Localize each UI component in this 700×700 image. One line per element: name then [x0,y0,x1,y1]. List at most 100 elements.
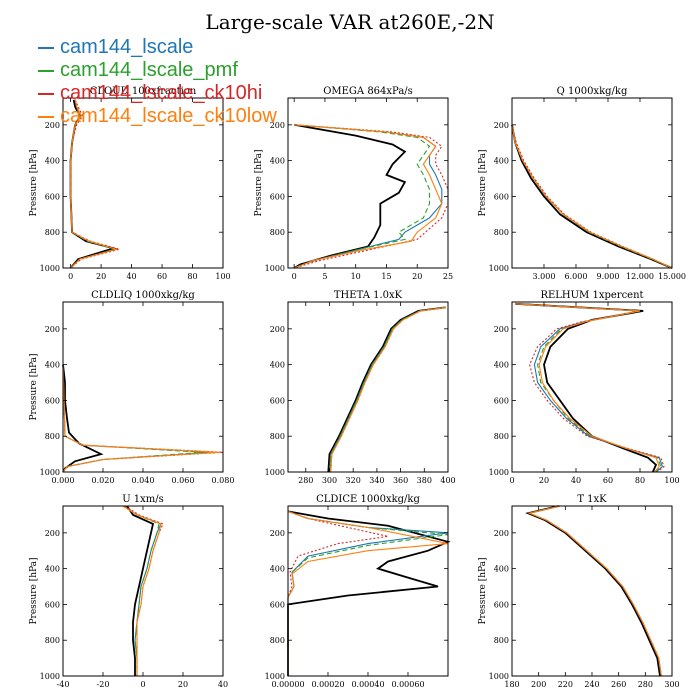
y-tick-label: 1000 [40,264,60,273]
y-axis-label: Pressure [hPa] [29,149,39,216]
y-tick-label: 600 [494,600,509,609]
x-tick-label: 3.000 [533,272,556,281]
legend-item: cam144_lscale_ck10hi [30,82,370,105]
series-line [126,505,155,676]
y-tick-label: 600 [270,192,285,201]
series-line [527,505,662,677]
x-tick-label: 0 [140,680,145,689]
series-line [62,364,214,473]
y-axis-label: Pressure [hPa] [29,353,39,420]
series-line [287,510,389,676]
y-tick-label: 200 [45,121,60,130]
y-axis-label: Pressure [hPa] [29,557,39,624]
panel-frame [62,97,224,269]
y-tick-label: 200 [270,121,285,130]
y-tick-label: 400 [270,157,285,166]
series-line [330,306,446,473]
x-tick-label: 15.000 [658,272,686,281]
x-tick-label: 80 [187,272,197,281]
panel: Q 1000xkg/kg Pressure [hPa] 200 400 600 800 10… [478,86,686,281]
y-axis-label: Pressure [hPa] [478,557,488,624]
y-axis-label: Pressure [hPa] [254,149,264,216]
legend: cam144_lscale cam144_lscale_pmf cam144_l… [30,36,370,128]
x-tick-label: 0.00020 [311,680,344,689]
x-tick-label: 25 [443,272,453,281]
x-tick-label: 280 [638,680,653,689]
x-tick-label: 320 [346,476,361,485]
y-tick-label: 400 [270,361,285,370]
panel: CLDICE 1000xkg/kg 200 400 600 800 10000.00000… [265,494,451,689]
series-line [527,505,662,677]
x-tick-label: 280 [298,476,313,485]
y-tick-label: 600 [45,192,60,201]
x-tick-label: 40 [218,680,228,689]
x-tick-label: 60 [603,476,613,485]
y-tick-label: 800 [45,432,60,441]
panel-title: THETA 1.0xK [334,290,403,301]
x-tick-label: 0 [509,476,514,485]
y-tick-label: 600 [45,396,60,405]
y-tick-label: 200 [45,529,60,538]
series-line [511,124,673,269]
x-tick-label: 10 [351,272,361,281]
series-line [511,124,673,269]
legend-label: cam144_lscale_pmf [60,59,238,81]
x-tick-label: 300 [322,476,337,485]
y-tick-label: 200 [494,121,509,130]
x-tick-label: 260 [611,680,626,689]
panel: THETA 1.0xK 200 400 600 800 1000 280 300 320 340 3… [265,290,456,485]
x-tick-label: 0.020 [92,476,115,485]
y-tick-label: 400 [45,361,60,370]
series-line [527,505,662,677]
y-tick-label: 600 [270,396,285,405]
y-tick-label: 400 [494,361,509,370]
x-tick-label: 40 [571,476,581,485]
series-line [287,510,451,676]
panel-title: Q 1000xkg/kg [557,86,628,97]
x-tick-label: 5 [322,272,327,281]
y-tick-label: 400 [270,565,285,574]
legend-label: cam144_lscale_ck10low [60,105,277,127]
panel-title: CLDICE 1000xkg/kg [316,494,420,505]
x-tick-label: 20 [178,680,188,689]
legend-item: cam144_lscale [30,36,370,59]
y-tick-label: 200 [45,325,60,334]
x-tick-label: 15 [381,272,391,281]
y-tick-label: 800 [45,636,60,645]
x-tick-label: 0.060 [172,476,195,485]
x-tick-label: 180 [504,680,519,689]
x-tick-label: 0.00040 [351,680,384,689]
x-tick-label: 0 [68,272,73,281]
y-tick-label: 400 [494,565,509,574]
x-tick-label: 380 [417,476,432,485]
series-line [122,505,162,676]
x-tick-label: 40 [126,272,136,281]
series-line [515,303,665,473]
series-line [293,124,443,269]
series-line [515,303,662,473]
series-line [294,124,449,269]
y-tick-label: 1000 [489,264,509,273]
x-tick-label: 20 [412,272,422,281]
y-tick-label: 400 [45,565,60,574]
x-tick-label: 220 [558,680,573,689]
x-tick-label: 0.00060 [391,680,424,689]
series-line [293,124,443,269]
y-axis-label: Pressure [hPa] [478,149,488,216]
y-tick-label: 200 [270,529,285,538]
series-line [328,306,446,473]
series-line [122,505,160,676]
y-tick-label: 1000 [265,672,285,681]
y-tick-label: 200 [494,325,509,334]
x-tick-label: 12.000 [626,272,654,281]
x-tick-label: 360 [393,476,408,485]
x-tick-label: 20 [96,272,106,281]
y-tick-label: 800 [494,636,509,645]
series-line [293,124,431,269]
x-tick-label: 400 [440,476,455,485]
series-line [62,364,104,473]
y-tick-label: 800 [270,636,285,645]
